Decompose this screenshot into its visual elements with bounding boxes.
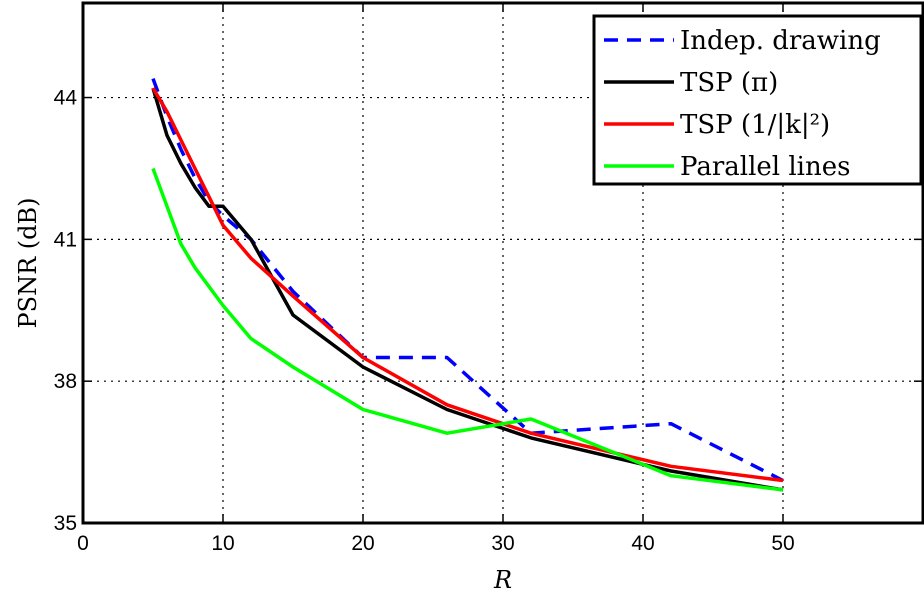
legend-label: TSP (π) bbox=[680, 68, 778, 98]
legend-label: TSP (1/|k|²) bbox=[680, 110, 830, 140]
x-tick-label: 10 bbox=[211, 532, 234, 555]
y-tick-label: 41 bbox=[54, 228, 77, 251]
x-tick-label: 0 bbox=[77, 532, 89, 555]
y-axis-label: PSNR (dB) bbox=[14, 197, 42, 328]
legend-box bbox=[592, 14, 923, 186]
x-tick-label: 40 bbox=[631, 532, 654, 555]
series-lines bbox=[151, 77, 784, 492]
series-line bbox=[151, 87, 784, 483]
x-axis-label: R bbox=[493, 566, 512, 594]
y-tick-label: 38 bbox=[54, 370, 77, 393]
series-line bbox=[151, 167, 784, 492]
x-tick-label: 20 bbox=[351, 532, 374, 555]
legend: Indep. drawing TSP (π) TSP (1/|k|²) Paralle… bbox=[592, 14, 923, 186]
legend-label: Parallel lines bbox=[680, 152, 850, 182]
x-tick-label: 50 bbox=[771, 532, 794, 555]
legend-label: Indep. drawing bbox=[680, 26, 881, 56]
y-tick-label: 35 bbox=[54, 512, 77, 535]
axis-ticks: 0 10 20 30 40 50 35 38 41 44 bbox=[54, 3, 923, 555]
series-line bbox=[151, 87, 784, 492]
x-tick-label: 30 bbox=[491, 532, 514, 555]
y-tick-label: 44 bbox=[54, 87, 78, 110]
